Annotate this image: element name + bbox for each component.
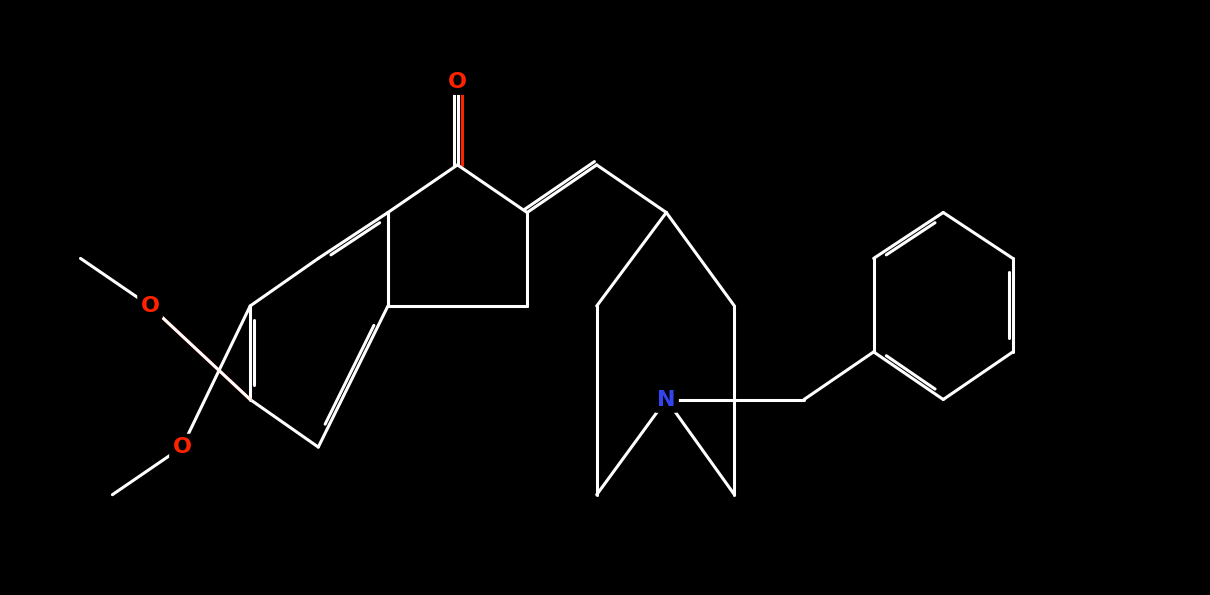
Text: O: O — [173, 437, 191, 457]
Text: N: N — [657, 390, 675, 409]
Text: O: O — [140, 296, 160, 316]
Text: O: O — [448, 71, 467, 92]
